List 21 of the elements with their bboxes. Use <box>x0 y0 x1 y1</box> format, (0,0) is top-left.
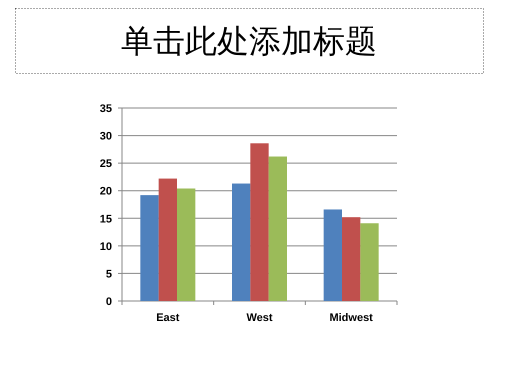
bar <box>250 143 269 301</box>
bar <box>324 209 342 301</box>
bar <box>158 178 177 301</box>
y-tick-label: 20 <box>100 186 112 198</box>
bar <box>268 156 287 301</box>
x-tick-label: Midwest <box>329 312 374 324</box>
y-tick-label: 35 <box>100 103 112 115</box>
y-tick-label: 5 <box>106 268 112 280</box>
x-tick-label: East <box>156 312 180 324</box>
bar <box>140 195 159 301</box>
y-tick-label: 10 <box>100 240 112 253</box>
bar <box>342 217 360 301</box>
y-tick-label: 15 <box>100 213 112 226</box>
y-tick-label: 0 <box>106 296 112 308</box>
chart-title: 单击此处添加标题 <box>121 22 377 60</box>
bar <box>177 188 196 301</box>
bar <box>232 184 250 301</box>
y-tick-label: 25 <box>100 158 112 170</box>
y-tick-label: 30 <box>100 130 112 143</box>
bar <box>360 223 379 301</box>
x-tick-label: West <box>246 312 273 324</box>
